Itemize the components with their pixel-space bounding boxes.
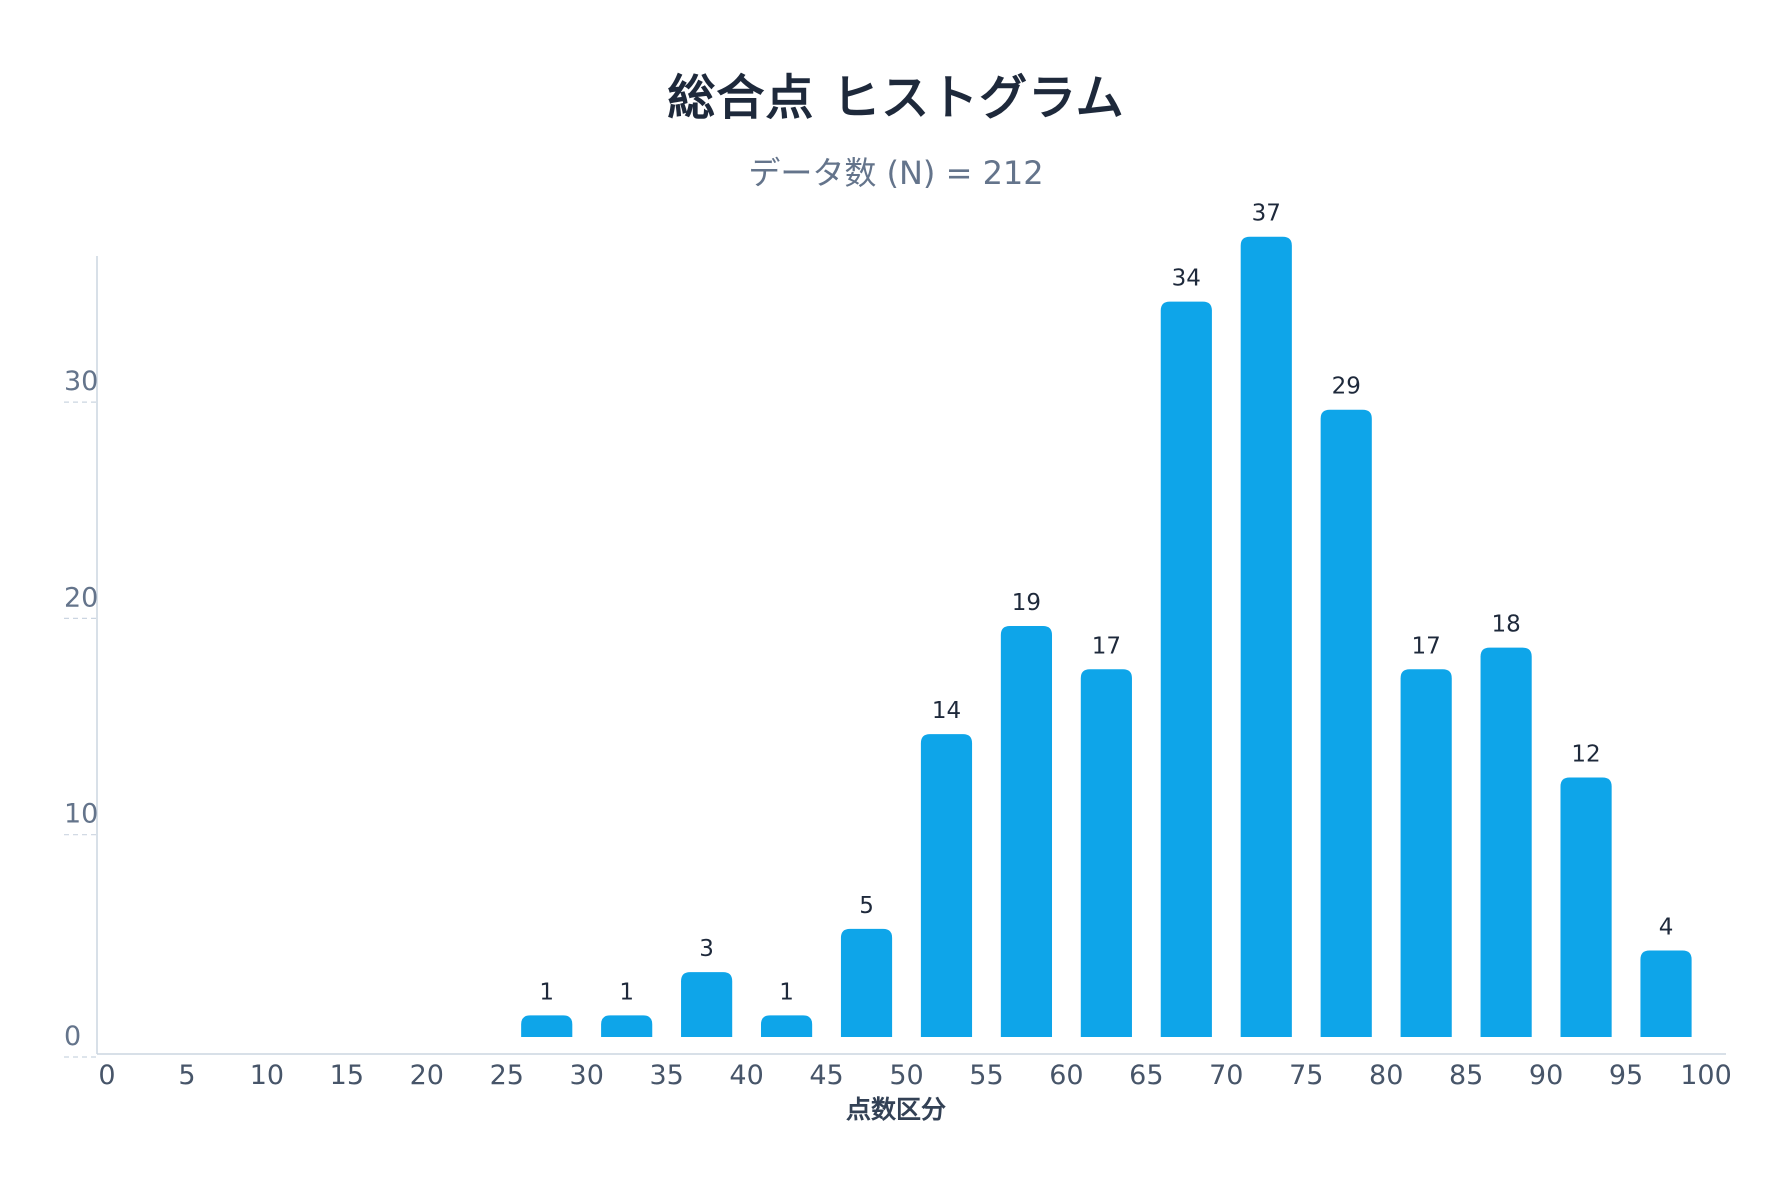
bar-value-label: 29: [1332, 374, 1361, 400]
bar-value-label: 18: [1491, 612, 1520, 638]
x-tick-label: 30: [570, 1060, 604, 1091]
x-tick-label: 70: [1209, 1060, 1243, 1091]
histogram-bar: [1240, 236, 1292, 1037]
histogram-bar: [1000, 626, 1053, 1037]
x-tick-label: 10: [250, 1060, 284, 1091]
bar-value-label: 3: [699, 936, 714, 962]
bar-value-label: 19: [1012, 590, 1041, 616]
x-tick-label: 65: [1129, 1060, 1163, 1091]
histogram-bar: [840, 928, 893, 1037]
x-tick-label: 50: [889, 1060, 923, 1091]
bar-value-label: 14: [932, 698, 961, 724]
bar-value-label: 17: [1092, 633, 1121, 659]
bar-value-label: 1: [619, 979, 634, 1005]
histogram-bar: [1480, 647, 1532, 1037]
histogram-bar: [1400, 669, 1452, 1037]
bar-value-label: 1: [779, 979, 794, 1005]
histogram-bar: [601, 1015, 653, 1037]
histogram-bar: [1080, 669, 1132, 1037]
y-tick-label: 0: [64, 1021, 81, 1052]
x-tick-label: 100: [1680, 1060, 1732, 1091]
bar-value-label: 5: [859, 893, 874, 919]
x-tick-label: 55: [969, 1060, 1003, 1091]
x-tick-label: 80: [1369, 1060, 1403, 1091]
x-tick-label: 60: [1049, 1060, 1083, 1091]
bar-value-label: 4: [1659, 914, 1674, 940]
histogram-bar: [1640, 950, 1692, 1037]
histogram-bar: [920, 734, 973, 1037]
x-tick-label: 95: [1609, 1060, 1643, 1091]
chart-title: 総合点 ヒストグラム: [667, 70, 1125, 126]
histogram-bar: [1320, 409, 1372, 1038]
x-tick-label: 15: [330, 1060, 364, 1091]
x-tick-label: 35: [649, 1060, 683, 1091]
x-tick-label: 85: [1449, 1060, 1483, 1091]
histogram-bar: [681, 972, 733, 1037]
bar-value-label: 37: [1252, 201, 1281, 227]
histogram-bar: [1560, 777, 1612, 1037]
y-tick-label: 30: [64, 366, 98, 397]
bar-value-label: 17: [1412, 633, 1441, 659]
bar-value-label: 34: [1172, 266, 1201, 292]
x-tick-label: 0: [98, 1060, 115, 1091]
y-tick-label: 20: [64, 582, 98, 613]
bar-value-label: 1: [539, 979, 554, 1005]
y-tick-label: 10: [64, 799, 98, 830]
x-tick-label: 45: [809, 1060, 843, 1091]
histogram-bar: [1160, 301, 1212, 1038]
bar-value-label: 12: [1571, 741, 1600, 767]
x-tick-label: 90: [1529, 1060, 1563, 1091]
x-tick-label: 25: [490, 1060, 524, 1091]
x-tick-label: 20: [410, 1060, 444, 1091]
chart-subtitle: データ数 (N) = 212: [748, 154, 1044, 192]
x-axis-title: 点数区分: [846, 1095, 946, 1124]
histogram-bar: [521, 1015, 573, 1037]
x-tick-label: 75: [1289, 1060, 1323, 1091]
x-tick-label: 40: [729, 1060, 763, 1091]
histogram-bar: [760, 1015, 813, 1037]
x-tick-label: 5: [178, 1060, 195, 1091]
